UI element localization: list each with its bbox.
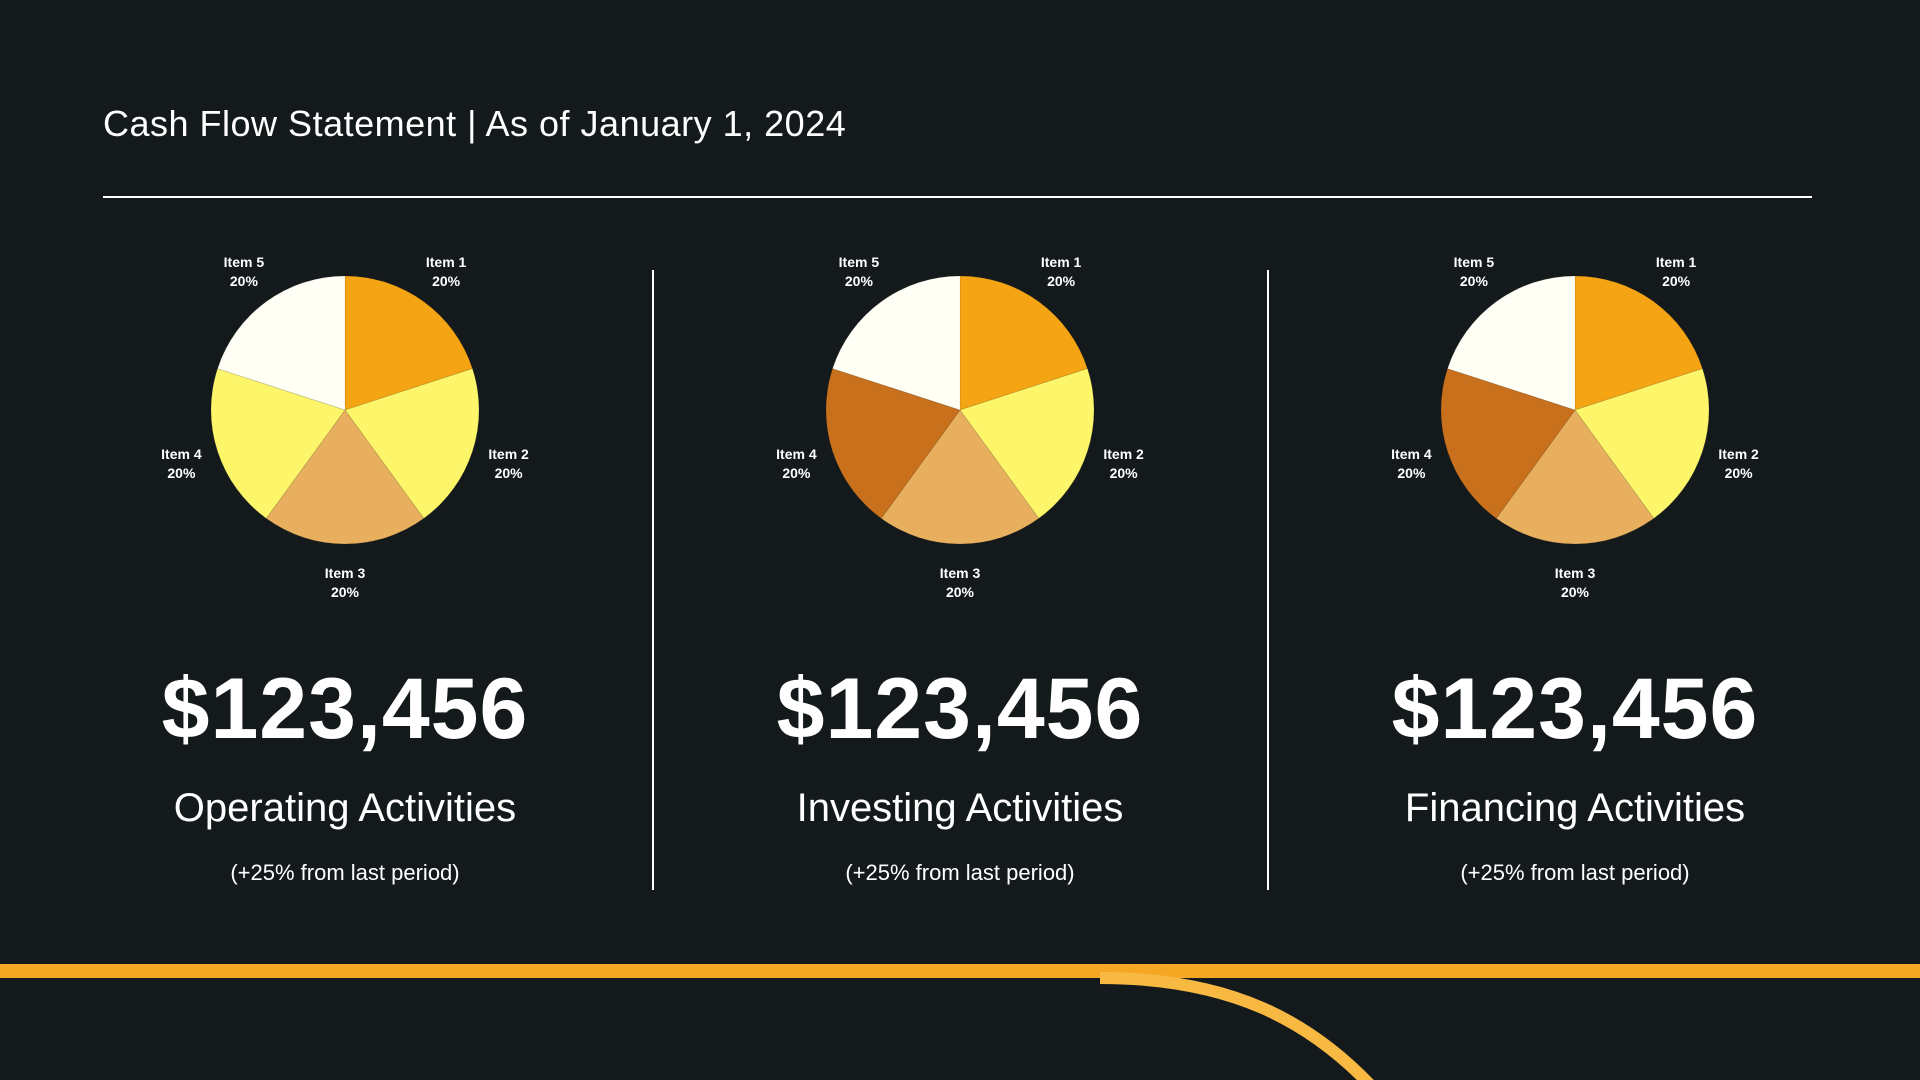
pie-label-category: Item 3 [1555,565,1596,581]
pie-label-value: 20% [1047,273,1076,289]
pie-label-category: Item 1 [1656,254,1697,270]
investing-activities-panel: Item 1 20% Item 2 20% Item 3 20% Item 4 20% Item… [660,240,1260,900]
pie-label-value: 20% [1397,465,1426,481]
pie-label-value: 20% [782,465,811,481]
pie-label-category: Item 4 [1391,446,1432,462]
pie-slice-item-4 [210,367,346,520]
pie-label-category: Item 5 [224,254,265,270]
pie-label-value: 20% [230,273,259,289]
pie-label-value: 20% [845,273,874,289]
pie-label-value: 20% [1561,584,1590,600]
pie-label-value: 20% [331,584,360,600]
pie-slice-item-5 [1446,275,1576,411]
column-divider-2 [1267,270,1269,890]
pie-label-value: 20% [167,465,196,481]
pie-slice-item-5 [216,275,346,411]
pie-slice-item-2 [959,367,1095,520]
financing-change: (+25% from last period) [1460,860,1690,885]
pie-label-value: 20% [1460,273,1489,289]
pie-slice-item-3 [880,409,1040,545]
pie-slice-item-1 [1574,275,1704,411]
investing-title: Investing Activities [796,786,1124,830]
column-divider-1 [652,270,654,890]
decorative-accent-lines [0,964,1920,1080]
pie-label-category: Item 5 [839,254,880,270]
pie-label-category: Item 1 [426,254,467,270]
pie-label-category: Item 4 [776,446,817,462]
operating-activities-panel: Item 1 20% Item 2 20% Item 3 20% Item 4 20% Item… [45,240,645,900]
operating-title: Operating Activities [173,786,517,830]
pie-slice-item-4 [825,367,961,520]
pie-slice-item-1 [344,275,474,411]
investing-amount: $123,456 [776,661,1144,757]
pie-label-value: 20% [946,584,975,600]
accent-curve [1099,972,1374,1080]
pie-slice-item-4 [1440,367,1576,520]
title-divider [103,196,1812,198]
pie-slice-item-2 [344,367,480,520]
pie-label-category: Item 4 [161,446,202,462]
financing-pie-chart: Item 1 20% Item 2 20% Item 3 20% Item 4 20% Item… [1391,254,1759,600]
page-title: Cash Flow Statement | As of January 1, 2… [103,103,847,144]
pie-slice-item-1 [959,275,1089,411]
pie-label-category: Item 3 [325,565,366,581]
operating-change: (+25% from last period) [230,860,460,885]
pie-slice-item-3 [1495,409,1655,545]
pie-label-value: 20% [1725,465,1754,481]
financing-amount: $123,456 [1391,661,1759,757]
pie-label-value: 20% [1110,465,1139,481]
pie-label-category: Item 2 [488,446,529,462]
pie-label-category: Item 2 [1103,446,1144,462]
pie-label-category: Item 3 [940,565,981,581]
pie-label-value: 20% [432,273,461,289]
investing-pie-chart: Item 1 20% Item 2 20% Item 3 20% Item 4 20% Item… [776,254,1144,600]
operating-amount: $123,456 [161,661,529,757]
accent-stripe [0,964,1920,978]
pie-slice-item-5 [831,275,961,411]
financing-title: Financing Activities [1404,786,1746,830]
pie-label-category: Item 5 [1454,254,1495,270]
pie-label-category: Item 2 [1718,446,1759,462]
pie-slice-item-2 [1574,367,1710,520]
pie-label-value: 20% [495,465,524,481]
financing-activities-panel: Item 1 20% Item 2 20% Item 3 20% Item 4 20% Item… [1275,240,1875,900]
pie-label-category: Item 1 [1041,254,1082,270]
pie-label-value: 20% [1662,273,1691,289]
pie-slice-item-3 [265,409,425,545]
operating-pie-chart: Item 1 20% Item 2 20% Item 3 20% Item 4 20% Item… [161,254,529,600]
investing-change: (+25% from last period) [845,860,1075,885]
